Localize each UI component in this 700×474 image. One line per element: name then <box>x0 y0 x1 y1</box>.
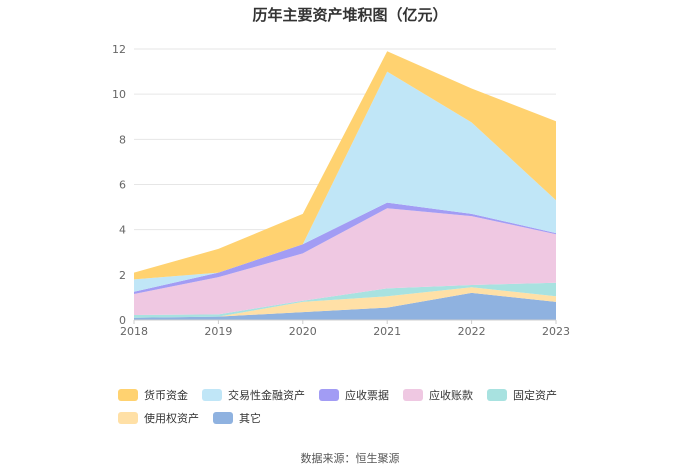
legend-item[interactable]: 固定资产 <box>487 388 557 402</box>
legend-label: 货币资金 <box>144 389 188 402</box>
axes: 0 2 4 6 8 10 12 2018 2019 2020 2021 2022 2023 <box>112 43 570 338</box>
legend-label: 应收账款 <box>429 389 473 402</box>
area-series-3 <box>134 208 556 315</box>
y-tick-label: 4 <box>119 224 126 237</box>
y-tick-label: 12 <box>112 43 126 56</box>
legend-swatch <box>319 389 339 401</box>
y-tick-label: 8 <box>119 133 126 146</box>
area-series-5 <box>134 71 556 292</box>
legend-swatch <box>403 389 423 401</box>
chart-title: 历年主要资产堆积图（亿元） <box>252 6 448 24</box>
legend-item[interactable]: 货币资金 <box>118 388 188 402</box>
area-series-4 <box>134 202 556 294</box>
legend-label: 固定资产 <box>513 389 557 402</box>
legend-swatch <box>213 412 233 424</box>
y-tick-label: 6 <box>119 179 126 192</box>
legend-item[interactable]: 其它 <box>213 411 261 425</box>
x-tick-label: 2019 <box>204 325 232 338</box>
x-tick-label: 2018 <box>120 325 148 338</box>
legend-item[interactable]: 使用权资产 <box>118 411 199 425</box>
legend-swatch <box>118 389 138 401</box>
area-series-1 <box>134 287 556 318</box>
legend-label: 应收票据 <box>345 389 389 402</box>
x-tick-label: 2022 <box>458 325 486 338</box>
x-tick-label: 2021 <box>373 325 401 338</box>
legend-item[interactable]: 应收票据 <box>319 388 389 402</box>
y-tick-label: 0 <box>119 314 126 327</box>
legend: 货币资金 交易性金融资产 应收票据 应收账款 固定资产使用权资产 其它 <box>118 388 638 425</box>
legend-swatch <box>487 389 507 401</box>
x-tick-label: 2020 <box>289 325 317 338</box>
legend-item[interactable]: 应收账款 <box>403 388 473 402</box>
area-series-0 <box>134 292 556 320</box>
x-tick-label: 2023 <box>542 325 570 338</box>
legend-label: 交易性金融资产 <box>228 389 305 402</box>
legend-swatch <box>202 389 222 401</box>
y-tick-label: 2 <box>119 269 126 282</box>
stacked-areas <box>134 51 556 320</box>
legend-label: 使用权资产 <box>144 412 199 425</box>
area-series-2 <box>134 282 556 318</box>
legend-swatch <box>118 412 138 424</box>
legend-label: 其它 <box>239 412 261 425</box>
area-series-6 <box>134 51 556 280</box>
source-note: 数据来源：恒生聚源 <box>300 452 400 465</box>
legend-item[interactable]: 交易性金融资产 <box>202 388 305 402</box>
y-tick-label: 10 <box>112 88 126 101</box>
